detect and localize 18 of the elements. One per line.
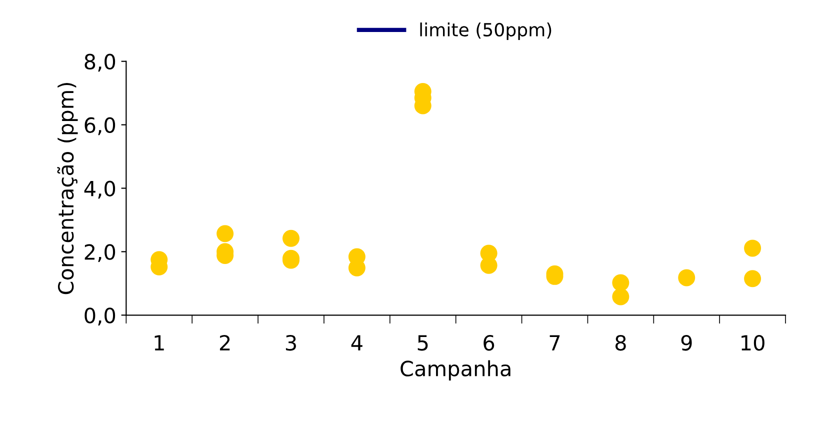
- legend-label: limite (50ppm): [420, 22, 552, 40]
- y-tick-label: 6,0: [84, 117, 116, 136]
- y-axis-title: Concentração (ppm): [57, 82, 78, 294]
- y-tick-label: 8,0: [84, 54, 116, 72]
- y-tick-label: 4,0: [84, 180, 116, 199]
- x-tick-label: 6: [484, 334, 494, 351]
- x-tick-label: 8: [615, 334, 626, 351]
- x-tick-label: 7: [550, 335, 560, 350]
- y-tick-label: 0,0: [84, 308, 116, 326]
- y-tick-label: 2,0: [84, 244, 116, 262]
- x-tick-label: 4: [351, 335, 362, 350]
- x-tick-label: 2: [220, 334, 230, 350]
- x-tick-label: 10: [742, 334, 764, 351]
- x-axis-title: Campanha: [400, 360, 510, 380]
- x-tick-label: 3: [286, 334, 296, 351]
- x-tick-label: 1: [154, 335, 164, 350]
- x-tick-label: 5: [418, 335, 428, 351]
- x-tick-label: 9: [681, 334, 692, 351]
